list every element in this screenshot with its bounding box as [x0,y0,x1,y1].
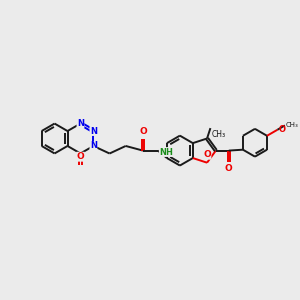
Text: O: O [139,127,147,136]
Text: CH₃: CH₃ [212,130,226,140]
Text: O: O [279,125,286,134]
Text: N: N [90,142,97,151]
Text: O: O [225,164,232,173]
Text: N: N [90,127,97,136]
Text: CH₃: CH₃ [286,122,299,128]
Text: N: N [77,119,84,128]
Text: NH: NH [159,148,173,157]
Text: O: O [76,152,84,161]
Text: O: O [203,150,211,159]
